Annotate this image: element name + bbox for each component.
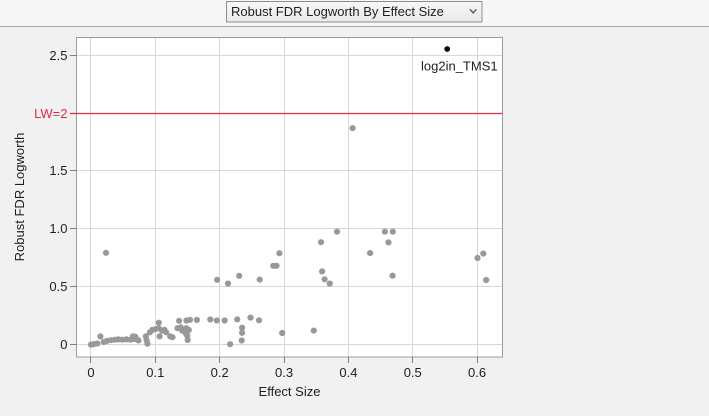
svg-text:0.5: 0.5: [404, 365, 422, 380]
svg-text:0: 0: [60, 337, 67, 352]
svg-text:0.6: 0.6: [468, 365, 486, 380]
svg-text:0.5: 0.5: [49, 279, 67, 294]
svg-text:1.0: 1.0: [49, 221, 67, 236]
svg-text:Robust FDR Logworth By Effect: Robust FDR Logworth By Effect Size: [231, 4, 444, 19]
svg-text:Robust FDR Logworth: Robust FDR Logworth: [12, 133, 27, 262]
svg-text:LW=2: LW=2: [34, 106, 67, 121]
svg-text:Effect Size: Effect Size: [259, 384, 321, 399]
svg-text:2.5: 2.5: [49, 48, 67, 63]
svg-text:log2in_TMS1: log2in_TMS1: [421, 59, 498, 74]
svg-text:0: 0: [87, 365, 94, 380]
svg-text:0.1: 0.1: [146, 365, 164, 380]
svg-text:0.2: 0.2: [211, 365, 229, 380]
svg-text:0.4: 0.4: [339, 365, 357, 380]
svg-text:1.5: 1.5: [49, 163, 67, 178]
svg-text:0.3: 0.3: [275, 365, 293, 380]
